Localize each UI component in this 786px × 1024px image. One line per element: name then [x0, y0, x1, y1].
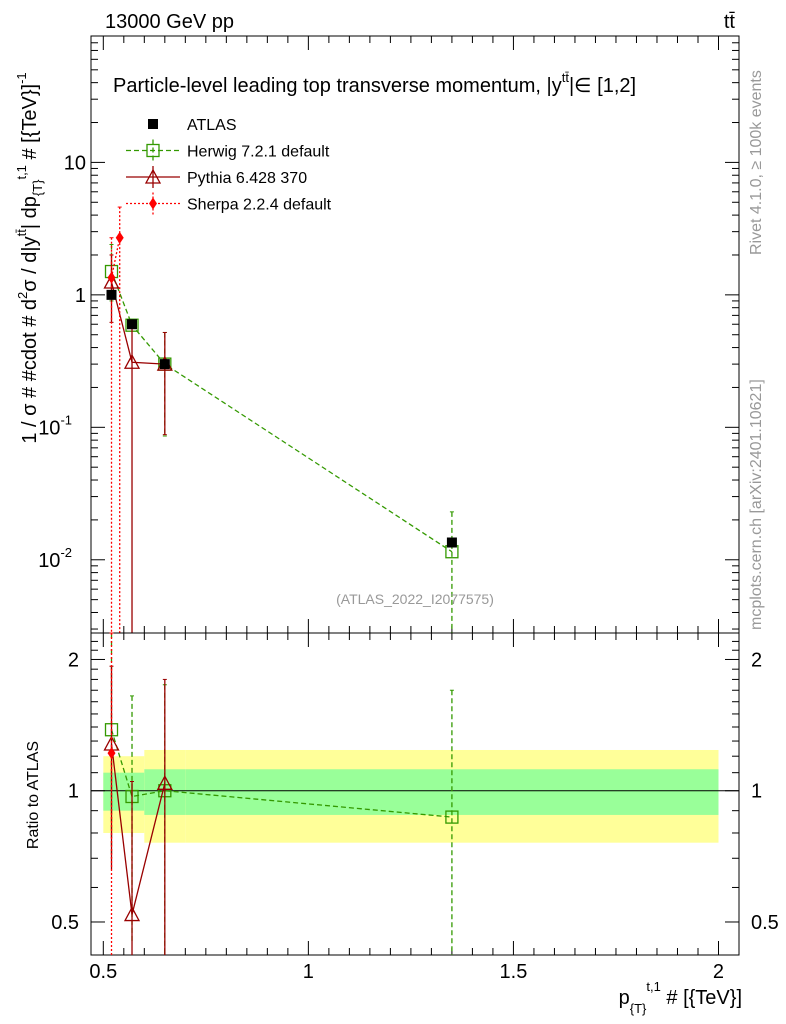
- ratio-tick-label: 0.5: [51, 912, 79, 934]
- legend-marker: [148, 119, 158, 129]
- chart-title-sup: tt̄: [562, 70, 570, 85]
- ratio-series-group: [103, 632, 459, 955]
- main-series-group: [103, 206, 459, 634]
- ratio-point: [445, 810, 459, 824]
- y-tick-label: 10: [64, 152, 86, 174]
- data-point: [123, 353, 141, 369]
- ratio-series-sherpa: [107, 632, 116, 955]
- ratio-plot-frame: [90, 632, 740, 956]
- ratio-tick-label-right: 0.5: [751, 912, 779, 934]
- data-point: [106, 289, 117, 300]
- y-tick-base: 10: [38, 417, 60, 439]
- ratio-line: [110, 729, 452, 818]
- analysis-watermark: (ATLAS_2022_I2077575): [336, 591, 494, 607]
- series-herwig: [104, 243, 459, 634]
- chart-title-text: Particle-level leading top transverse mo…: [113, 75, 552, 97]
- x-axis-title-main: p: [619, 987, 630, 1009]
- x-tick-label: 1.5: [500, 961, 528, 983]
- series-atlas: [106, 289, 457, 548]
- data-point: [127, 319, 138, 330]
- legend-marker: [149, 197, 157, 210]
- y-axis-title-supinv: -1: [14, 72, 29, 84]
- x-tick-labels: 0.5 1 1.5 2: [89, 961, 724, 983]
- y-axis-title-sub: {T}: [30, 179, 45, 196]
- legend: ATLAS Herwig 7.2.1 default Pythia 6.428 37…: [126, 117, 332, 215]
- ratio-point: [156, 774, 173, 790]
- y-axis-title: 1 / σ # #cdot # d2σ / d|ytt̄| dp{T}t,1 #…: [14, 72, 45, 443]
- x-axis-title: p{T} t,1 # [{TeV}]: [619, 979, 742, 1016]
- series-line: [110, 237, 121, 278]
- data-point: [159, 359, 170, 370]
- header-process-label: tt̄: [724, 11, 736, 33]
- ratio-tick-label-right: 2: [751, 649, 762, 671]
- x-tick-label: 0.5: [89, 961, 117, 983]
- data-point: [107, 271, 116, 284]
- ratio-point: [123, 906, 141, 922]
- y-axis-title-suptt: tt̄: [14, 229, 29, 237]
- legend-label: Herwig 7.2.1 default: [187, 144, 330, 161]
- x-tick-label: 1: [303, 961, 314, 983]
- ratio-tick-label: 1: [68, 781, 79, 803]
- legend-label: Sherpa 2.2.4 default: [187, 197, 332, 214]
- ratio-tick-label: 2: [68, 649, 79, 671]
- legend-label: ATLAS: [187, 117, 237, 134]
- ratio-band-group: [91, 749, 739, 843]
- y-axis-title-sup2: 2: [15, 292, 30, 299]
- legend-marker: [144, 168, 162, 184]
- y-tick-base: 10: [38, 550, 60, 572]
- data-point: [115, 231, 124, 244]
- y-tick-label: 1: [75, 285, 86, 307]
- y-tick-exp: -1: [60, 412, 72, 427]
- y-axis-title-mid2: | dp: [19, 196, 41, 229]
- ratio-band-inner: [185, 769, 719, 815]
- x-axis-title-tail: # [{TeV}]: [661, 987, 742, 1009]
- data-point: [103, 273, 120, 289]
- ratio-tick-label-right: 1: [751, 781, 762, 803]
- mcplots-label: mcplots.cern.ch [arXiv:2401.10621]: [748, 379, 765, 630]
- y-axis-title-tail: # [{TeV}]: [19, 84, 41, 165]
- ratio-point: [107, 747, 116, 760]
- x-axis-title-sub: {T}: [630, 1001, 647, 1016]
- y-tick-exp: -2: [60, 545, 72, 560]
- y-tick-label: 10-2: [38, 545, 72, 572]
- ratio-axis-title: Ratio to ATLAS: [25, 741, 42, 849]
- series-pythia: [103, 254, 173, 634]
- x-axis-title-sup: t,1: [646, 979, 660, 994]
- legend-marker: [146, 143, 160, 158]
- series-line: [110, 271, 453, 553]
- chart-title: Particle-level leading top transverse mo…: [113, 70, 636, 97]
- y-tick-label: 10-1: [38, 412, 72, 439]
- legend-label: Pythia 6.428 370: [187, 170, 307, 187]
- data-point: [446, 537, 457, 548]
- ratio-ticks-group: 0.5 0.5 1 1 2 2: [51, 633, 779, 955]
- chart-title-tail: |∈ [1,2]: [569, 75, 636, 97]
- y-axis-title-supt1: t,1: [14, 165, 29, 179]
- header-energy-label: 13000 GeV pp: [105, 11, 234, 33]
- y-axis-title-mid: σ / d|y: [19, 236, 41, 291]
- x-tick-label: 2: [713, 961, 724, 983]
- rivet-label: Rivet 4.1.0, ≥ 100k events: [748, 70, 765, 255]
- y-axis-title-main: 1 / σ # #cdot # d: [19, 299, 41, 444]
- ratio-series-pythia: [103, 665, 173, 955]
- chart-title-sym: y: [552, 75, 562, 97]
- series-sherpa: [107, 206, 124, 634]
